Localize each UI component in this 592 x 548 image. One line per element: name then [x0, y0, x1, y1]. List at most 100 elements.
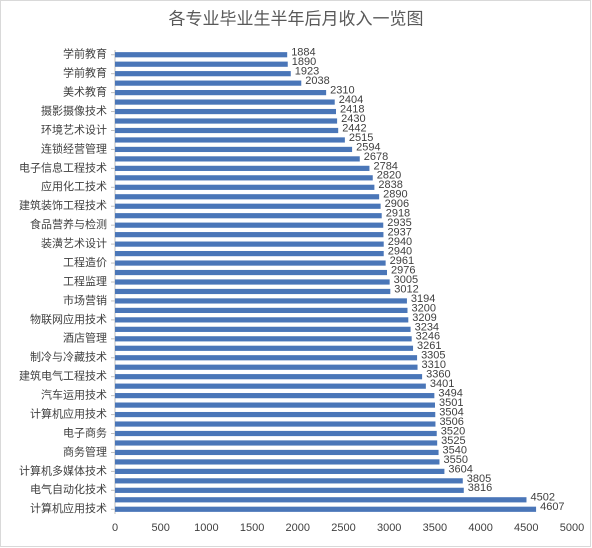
bar	[115, 90, 327, 96]
data-label: 3816	[468, 482, 492, 494]
x-tick-label: 2500	[331, 522, 355, 534]
x-tick-label: 3500	[423, 522, 447, 534]
bar	[115, 345, 414, 351]
bar	[115, 260, 386, 266]
bar	[115, 468, 445, 474]
data-label: 1890	[292, 56, 316, 68]
data-label: 2418	[340, 103, 364, 115]
x-tick-label: 1500	[240, 522, 264, 534]
bar	[115, 307, 408, 314]
bar	[115, 421, 436, 427]
bar	[115, 71, 291, 77]
y-tick-label: 电子商务	[63, 425, 107, 439]
data-label: 2310	[330, 85, 354, 97]
bar	[115, 279, 390, 285]
data-label: 3005	[394, 274, 418, 286]
bar	[115, 232, 384, 238]
bar	[115, 430, 437, 437]
bar	[115, 402, 435, 408]
bar	[115, 156, 360, 162]
data-label: 2442	[342, 122, 366, 134]
y-tick-label: 摄影摄像技术	[41, 103, 107, 117]
x-tick-label: 4000	[468, 522, 492, 534]
data-label: 3494	[438, 388, 462, 400]
data-label: 3012	[394, 283, 418, 295]
data-label: 2937	[387, 227, 411, 239]
data-label: 3246	[416, 331, 440, 343]
bar	[115, 288, 391, 295]
bar	[115, 355, 418, 361]
data-label: 2038	[305, 75, 329, 87]
data-label: 3550	[443, 454, 467, 466]
y-tick-label: 美术教育	[63, 85, 107, 99]
data-label: 2594	[356, 141, 380, 153]
data-label: 4502	[530, 492, 554, 504]
bar	[115, 317, 409, 323]
y-tick-label: 计算机应用技术	[30, 501, 107, 515]
bar	[115, 222, 384, 228]
data-label: 3504	[439, 406, 463, 418]
bar	[115, 165, 370, 171]
bar	[115, 374, 423, 380]
bar	[115, 449, 439, 456]
bar	[115, 203, 381, 209]
bar	[115, 99, 335, 105]
data-label: 3540	[443, 444, 467, 456]
data-label: 2890	[383, 189, 407, 201]
bar	[115, 393, 435, 399]
bar	[115, 175, 373, 181]
bar	[115, 118, 338, 124]
data-label: 3520	[441, 425, 465, 437]
chart-title: 各专业毕业生半年后月收入一览图	[169, 9, 424, 28]
data-label: 2976	[391, 264, 415, 276]
bar	[115, 326, 411, 332]
x-tick-label: 5000	[560, 522, 584, 534]
bar	[115, 364, 418, 370]
y-tick-label: 汽车运用技术	[41, 388, 107, 402]
bar	[115, 487, 464, 493]
bar	[115, 411, 436, 418]
y-tick-label: 学前教育	[63, 47, 107, 61]
bar	[115, 184, 375, 190]
data-label: 2961	[390, 255, 414, 267]
data-label: 2515	[349, 132, 373, 144]
data-label: 3194	[411, 293, 435, 305]
y-tick-label: 应用化工技术	[41, 179, 107, 193]
bar	[115, 383, 426, 389]
y-tick-label: 物联网应用技术	[30, 312, 107, 326]
y-tick-label: 电子信息工程技术	[19, 160, 107, 174]
data-label: 3209	[412, 312, 436, 324]
data-label: 2404	[339, 94, 363, 106]
bar	[115, 61, 288, 67]
bar	[115, 127, 339, 134]
x-tick-label: 3000	[377, 522, 401, 534]
data-label: 2940	[388, 245, 412, 257]
bar	[115, 336, 412, 342]
x-tick-label: 4500	[514, 522, 538, 534]
x-tick-label: 1000	[194, 522, 218, 534]
data-label: 4607	[540, 501, 564, 513]
y-tick-label: 食品营养与检测	[30, 217, 107, 231]
y-tick-label: 商务管理	[63, 444, 107, 458]
bar	[115, 241, 384, 247]
data-label: 2906	[385, 198, 409, 210]
data-label: 2678	[364, 151, 388, 163]
y-tick-label: 工程监理	[63, 275, 107, 288]
data-label: 1884	[291, 47, 315, 59]
bar	[115, 137, 345, 143]
bar	[115, 459, 440, 465]
y-tick-label: 建筑装饰工程技术	[19, 198, 107, 212]
y-tick-label: 酒店管理	[63, 331, 107, 345]
bar	[115, 298, 407, 304]
data-label: 3305	[421, 350, 445, 362]
y-tick-label: 连锁经营管理	[41, 141, 107, 155]
bar	[115, 146, 353, 153]
y-tick-label: 计算机多媒体技术	[19, 463, 107, 477]
y-tick-label: 工程造价	[63, 255, 107, 269]
data-label: 2918	[386, 208, 410, 220]
x-tick-label: 500	[152, 522, 170, 534]
bar	[115, 80, 302, 86]
data-label: 3525	[441, 435, 465, 447]
y-tick-label: 电气自动化技术	[30, 482, 107, 496]
